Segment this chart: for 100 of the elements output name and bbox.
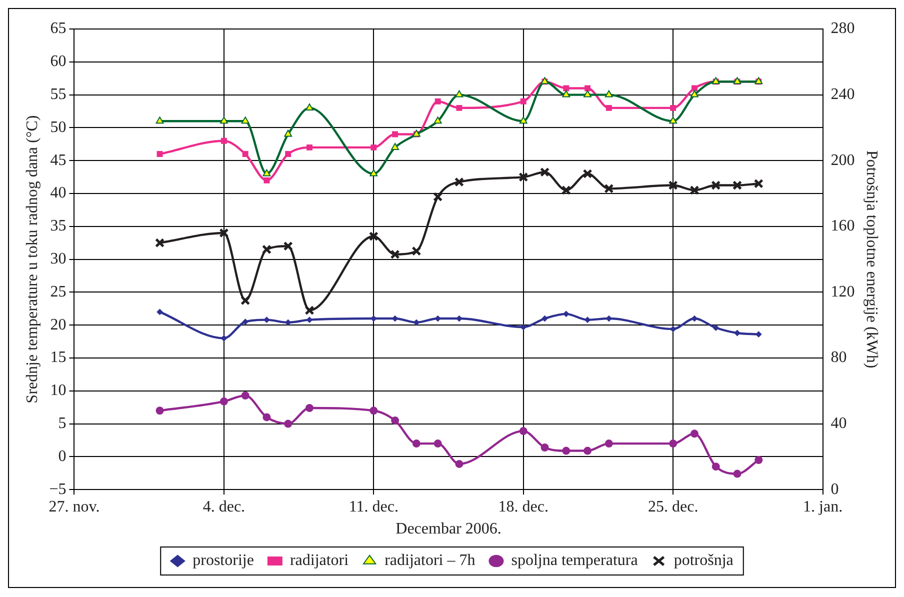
y-tick-label: 25 xyxy=(50,283,66,300)
point xyxy=(711,180,721,190)
point xyxy=(264,177,270,184)
point xyxy=(732,180,742,190)
x-tick-label: 1. jan. xyxy=(803,498,843,516)
point xyxy=(455,90,464,98)
point xyxy=(220,138,227,144)
point xyxy=(668,180,678,190)
point xyxy=(156,151,163,157)
point xyxy=(562,90,570,98)
y-tick-label: 60 xyxy=(50,53,66,70)
y2-tick-label: 160 xyxy=(830,218,855,235)
y2-tick-label: 200 xyxy=(830,152,855,169)
y-tick-label: 10 xyxy=(50,382,66,400)
x-axis-title: Decembar 2006. xyxy=(396,520,502,538)
point xyxy=(561,185,571,195)
point xyxy=(454,177,464,187)
point xyxy=(520,98,526,104)
point xyxy=(433,192,443,202)
point xyxy=(542,316,548,322)
y2-tick-label: 0 xyxy=(830,480,839,498)
point xyxy=(670,326,676,332)
point xyxy=(584,85,591,92)
y-tick-label: −5 xyxy=(49,480,66,498)
point xyxy=(692,85,698,92)
point xyxy=(584,446,592,455)
point xyxy=(283,241,293,251)
point xyxy=(370,144,377,150)
point xyxy=(756,331,762,338)
y2-tick-label: 280 xyxy=(830,20,855,38)
y-tick-label: 45 xyxy=(50,152,66,169)
point xyxy=(582,168,592,179)
legend-label: prostorije xyxy=(192,552,254,570)
y-tick-label: 50 xyxy=(50,118,66,136)
y-axis-title: Srednje temperature u toku radnog dana (°C) xyxy=(24,115,41,404)
point xyxy=(156,308,163,315)
point xyxy=(284,420,292,428)
point xyxy=(584,90,592,98)
point xyxy=(392,131,398,138)
point xyxy=(368,231,378,242)
point xyxy=(604,90,613,98)
point xyxy=(604,184,614,194)
point xyxy=(456,104,462,111)
y2-tick-label: 40 xyxy=(830,415,847,432)
point xyxy=(262,169,271,176)
point xyxy=(242,318,248,325)
point xyxy=(156,116,164,124)
point xyxy=(455,460,464,468)
y2-tick-label: 80 xyxy=(830,349,847,366)
point xyxy=(262,244,272,254)
point xyxy=(712,462,720,471)
legend-label: radijatori xyxy=(290,552,350,570)
point xyxy=(156,406,164,415)
point xyxy=(712,324,719,331)
point xyxy=(241,392,250,400)
y-tick-label: 0 xyxy=(58,448,66,465)
point xyxy=(754,456,763,464)
y-tick-label: 15 xyxy=(50,349,66,366)
x-tick-label: 4. dec. xyxy=(202,498,246,516)
point xyxy=(241,116,250,124)
point xyxy=(219,228,229,238)
point xyxy=(669,440,678,448)
point xyxy=(734,330,740,336)
point xyxy=(690,185,700,195)
point xyxy=(754,178,764,188)
y2-axis-title: Potrošnja toplotne energije (kWh) xyxy=(863,150,880,368)
point xyxy=(220,397,228,406)
point xyxy=(242,151,248,157)
point xyxy=(606,104,612,111)
x-tick-label: 18. dec. xyxy=(498,498,548,516)
point xyxy=(391,142,400,150)
point xyxy=(519,427,528,436)
y2-tick-label: 120 xyxy=(830,283,855,300)
x-tick-label: 27. nov. xyxy=(48,498,100,516)
point xyxy=(154,238,165,248)
point xyxy=(390,250,400,260)
point xyxy=(540,443,549,452)
point xyxy=(306,103,314,110)
y-tick-label: 55 xyxy=(50,86,66,104)
point xyxy=(285,151,292,157)
point xyxy=(413,319,420,326)
point xyxy=(240,296,250,306)
y-tick-label: 40 xyxy=(50,184,66,202)
point xyxy=(669,116,678,124)
x-tick-label: 11. dec. xyxy=(348,498,398,516)
point xyxy=(563,85,570,92)
point xyxy=(306,144,312,150)
point xyxy=(540,167,550,177)
y-tick-label: 30 xyxy=(50,250,66,268)
point xyxy=(690,430,698,438)
x-tick-label: 25. dec. xyxy=(648,498,698,516)
point xyxy=(434,440,442,448)
point xyxy=(284,130,292,137)
point xyxy=(370,169,378,176)
point xyxy=(391,416,400,425)
y2-tick-label: 240 xyxy=(830,86,855,104)
point xyxy=(434,116,442,124)
legend-label: spoljna temperatura xyxy=(511,552,638,570)
point xyxy=(262,413,271,422)
point xyxy=(670,104,676,111)
